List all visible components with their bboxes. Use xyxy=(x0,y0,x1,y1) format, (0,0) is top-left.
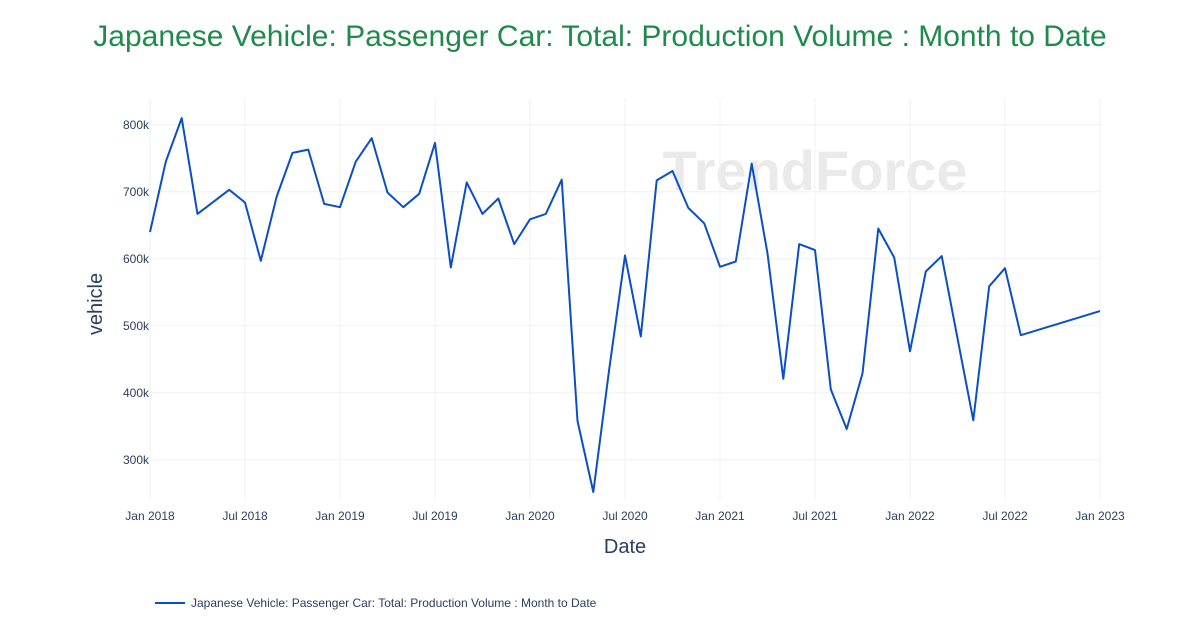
y-tick-label: 400k xyxy=(123,386,150,400)
x-tick-label: Jan 2018 xyxy=(125,509,175,523)
series-line xyxy=(149,117,1101,493)
y-axis-ticks: 300k 400k 500k 600k 700k 800k xyxy=(123,118,150,467)
x-tick-label: Jan 2020 xyxy=(505,509,555,523)
y-tick-label: 600k xyxy=(123,252,150,266)
y-tick-label: 800k xyxy=(123,118,150,132)
chart-title: Japanese Vehicle: Passenger Car: Total: … xyxy=(93,20,1107,53)
x-tick-label: Jan 2021 xyxy=(695,509,745,523)
x-axis-label: Date xyxy=(604,536,646,558)
legend-line-swatch xyxy=(155,602,185,604)
y-axis-label: vehicle xyxy=(85,273,107,335)
x-tick-label: Jul 2021 xyxy=(792,509,838,523)
y-tick-label: 700k xyxy=(123,185,150,199)
x-tick-label: Jul 2022 xyxy=(982,509,1028,523)
y-tick-label: 500k xyxy=(123,319,150,333)
x-tick-label: Jul 2020 xyxy=(602,509,648,523)
x-axis-ticks: Jan 2018 Jul 2018 Jan 2019 Jul 2019 Jan 2020… xyxy=(125,509,1125,523)
x-tick-label: Jul 2019 xyxy=(412,509,458,523)
x-tick-label: Jan 2022 xyxy=(885,509,935,523)
y-tick-label: 300k xyxy=(123,453,150,467)
legend-label: Japanese Vehicle: Passenger Car: Total: … xyxy=(191,596,597,610)
x-tick-label: Jan 2023 xyxy=(1075,509,1125,523)
legend[interactable]: Japanese Vehicle: Passenger Car: Total: … xyxy=(155,596,596,610)
x-tick-label: Jan 2019 xyxy=(315,509,365,523)
x-tick-label: Jul 2018 xyxy=(222,509,268,523)
